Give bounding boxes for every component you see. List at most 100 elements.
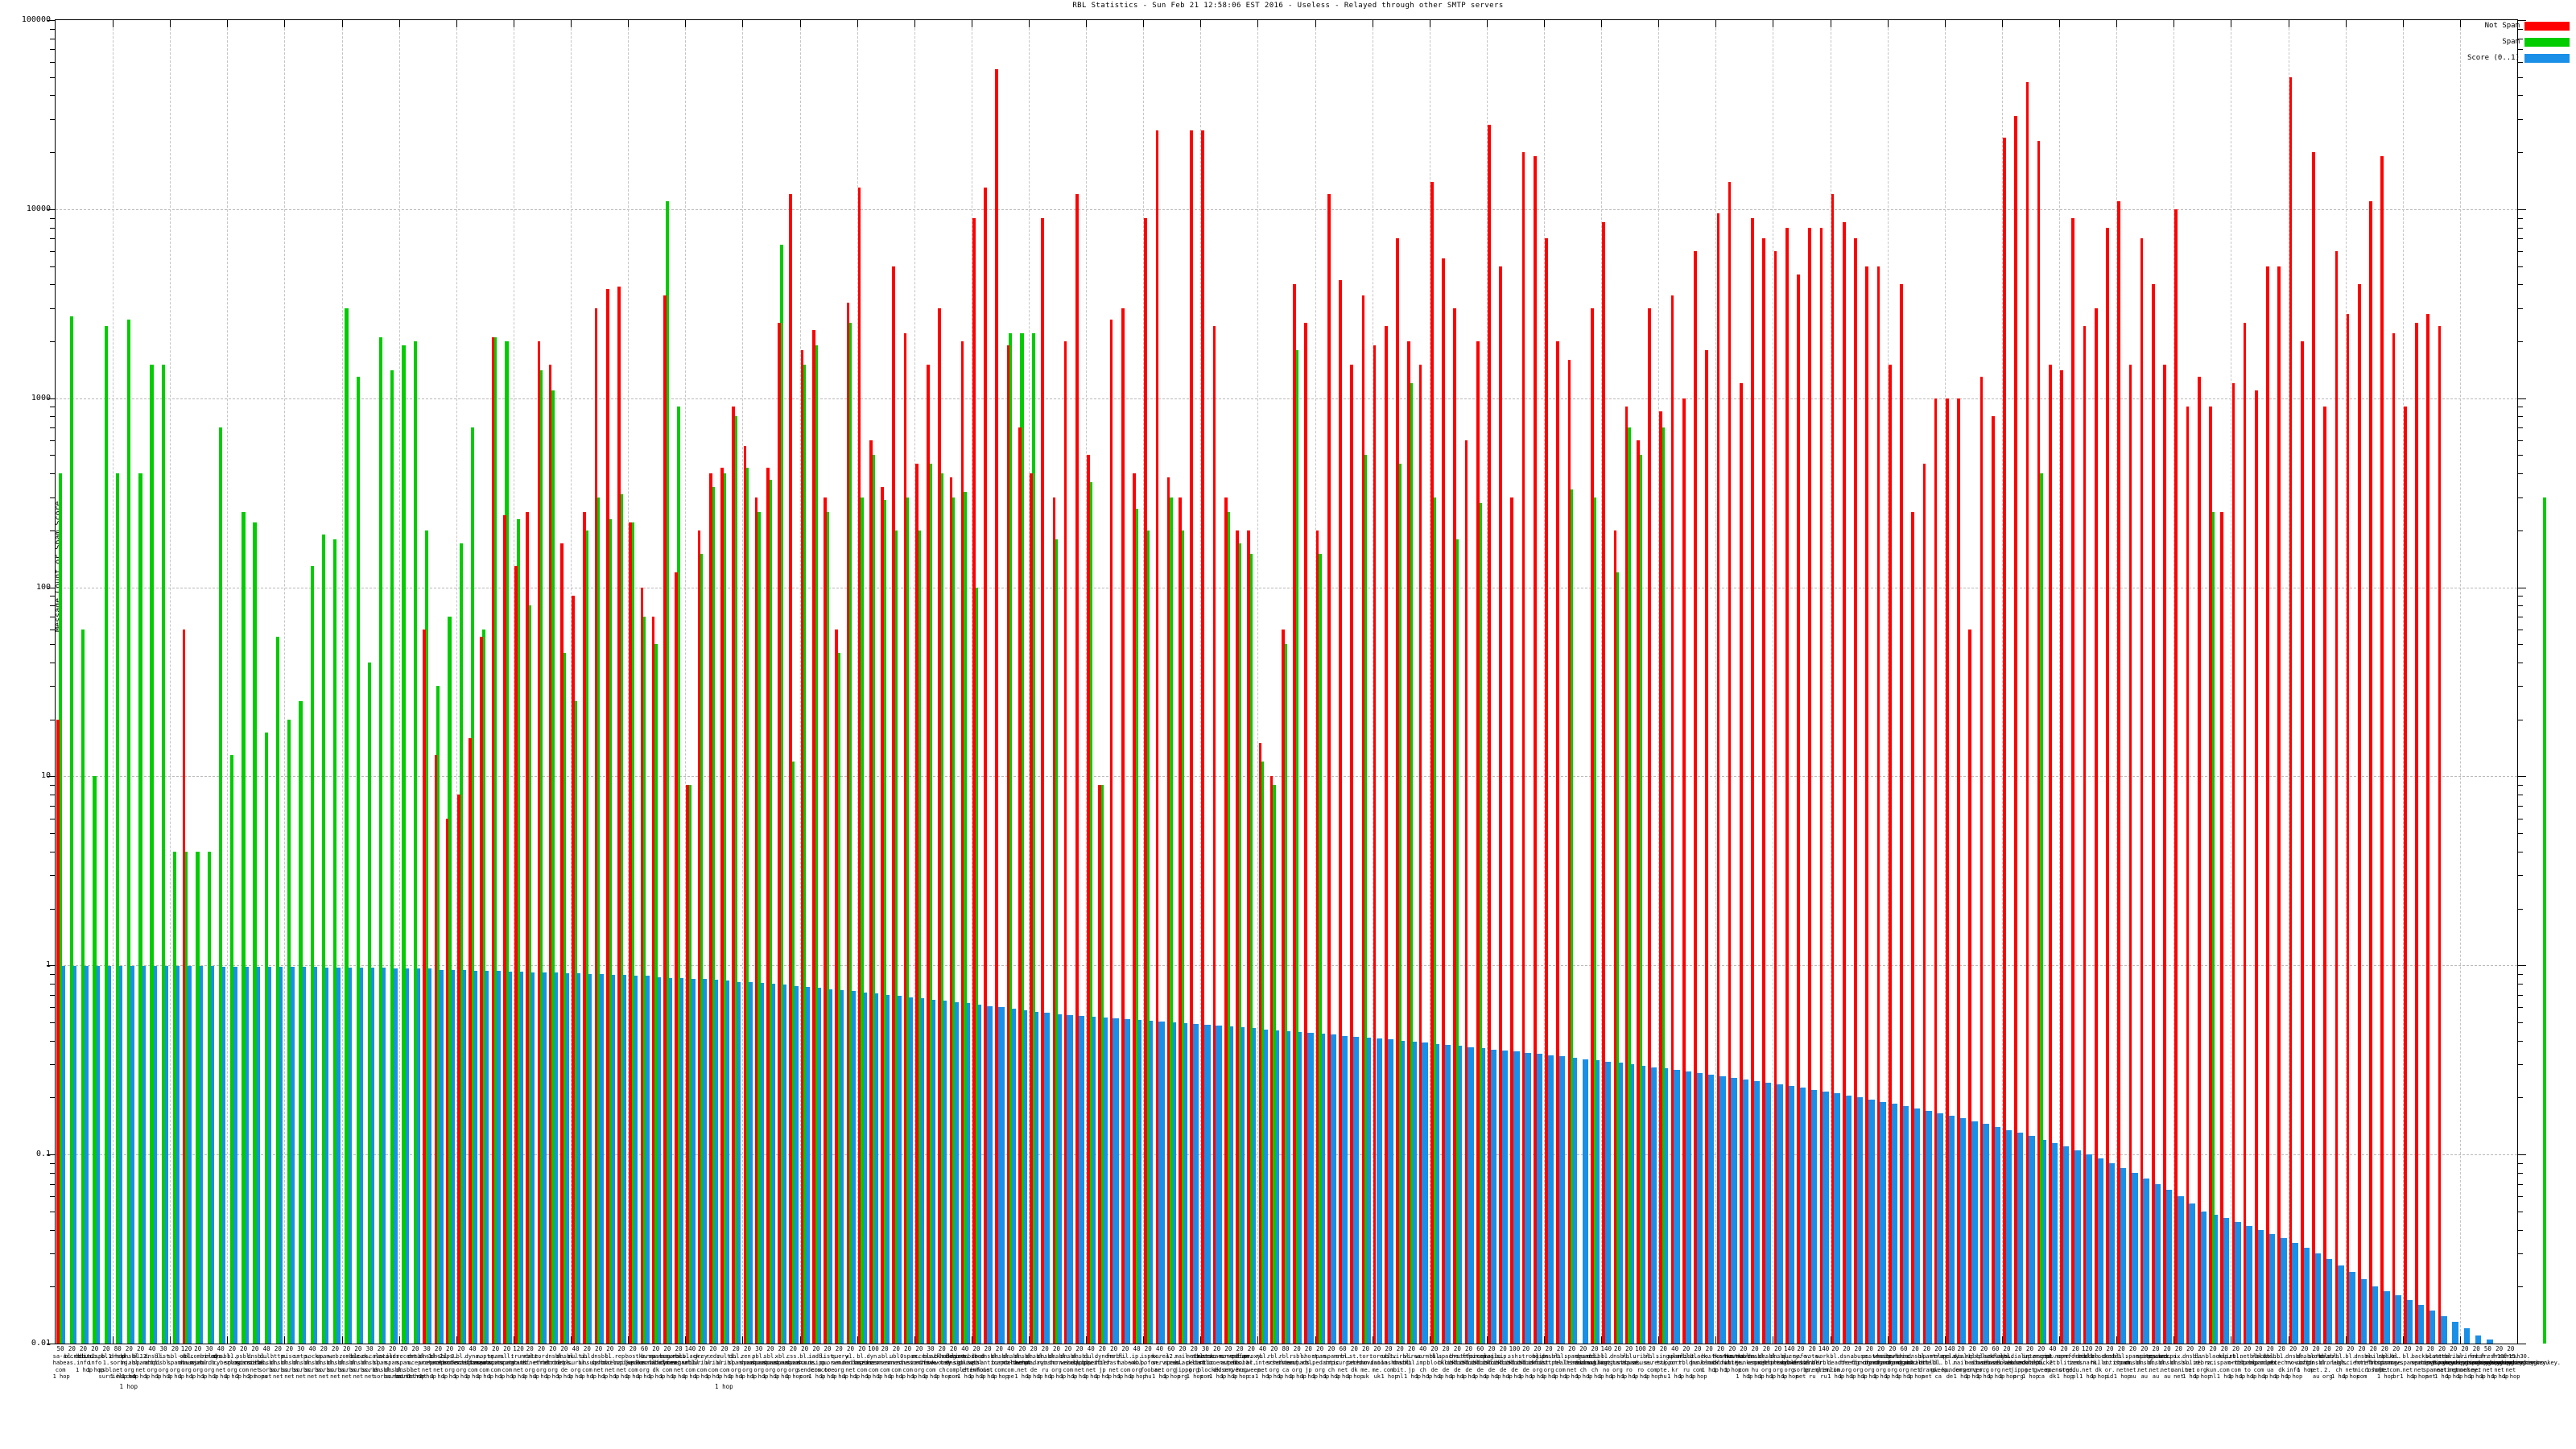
x-tick-label-line: truncate. [510,1352,542,1360]
x-tick-count: 20 [91,1345,99,1352]
x-tick-label-line: wormrbl. [1415,1352,1443,1360]
x-tick-label-line: 1 hop [579,1373,597,1381]
x-tick-label-line: dnsbl. [1026,1352,1046,1360]
x-tick-label: 40 ip. v4bl. org 1 hop [1129,1345,1146,1381]
x-tick-label-line: korea. [1152,1352,1173,1360]
bar-blue [265,967,272,1344]
x-tick-label-line: ru [1809,1373,1816,1381]
x-tick-label-line: net [330,1373,341,1381]
x-tick-label: 60 srn. surgate. net 1 hop [1335,1345,1363,1381]
x-tick-label-line: spamhaus. [751,1360,782,1367]
y-tick-minor-right [2517,1196,2523,1198]
x-tick-label-line: 1 hop [1266,1373,1284,1381]
bar-blue [609,975,615,1344]
x-tick-label-line: 1 hop [568,1373,585,1381]
x-tick-label-line: proxy. [1243,1352,1265,1360]
x-tick-label-line: orbitrbl. [2228,1360,2259,1367]
y-tick-minor [50,1286,56,1288]
x-tick-label-line: iprange. [2376,1360,2405,1367]
x-tick-bottom [1315,1336,1316,1344]
x-tick-label: 20 rbl. orbitrbl. com 1 hop [2228,1345,2259,1381]
bar-blue [2246,1225,2252,1344]
bar-red [2163,365,2166,1344]
x-tick-label-line: gremlin. [1804,1366,1832,1373]
x-tick-label-line: uribl. [716,1360,737,1367]
bar-blue [1501,1050,1509,1344]
x-tick-label-line: drbl. [1815,1360,1834,1367]
x-tick-label-line: bl. [2391,1352,2401,1360]
bar-blue [1834,1093,1840,1344]
bar-red [1991,416,1995,1344]
x-tick-label-line: 1 hop [2457,1373,2475,1381]
x-tick-label-line: org [1188,1366,1199,1373]
x-tick-label-line: redhawk. [911,1360,939,1367]
x-tick-label-line: dnsbl. [2354,1352,2375,1360]
bar-red [1373,345,1377,1344]
x-tick-label-line: net [284,1373,295,1381]
x-tick-label-line: zebra. [2194,1360,2215,1367]
x-tick-label-line: dnsbl. [1071,1352,1092,1360]
x-tick-count: 20 [2186,1345,2194,1352]
bar-red [754,497,758,1344]
y-tick-minor [50,497,56,498]
x-tick-label-line: habeas. [1117,1360,1141,1367]
x-tick-label-line: ro [1625,1366,1633,1373]
x-tick-label-line: bogons. [946,1352,970,1360]
bar-blue [1135,1019,1142,1344]
bar-blue [1593,1060,1600,1344]
x-tick-label-line: 1 hop [2240,1373,2257,1381]
bar-green [527,605,532,1344]
bar-blue [345,968,352,1344]
x-tick-bottom [2059,1336,2061,1344]
y-tick-minor-right [2517,455,2523,456]
x-tick-label-line: 1 hop [1323,1373,1341,1381]
bar-red [1533,156,1537,1344]
x-tick-count: 20 [320,1345,328,1352]
x-tick-count: 20 [2277,1345,2285,1352]
x-tick-label: 20 rbl. choon. net 1 hop [2114,1345,2134,1381]
x-tick-label: 20 ban. zebra. org 1 hop [2194,1345,2215,1381]
bar-green [963,491,967,1344]
x-tick-label-line: l2. [1166,1352,1177,1360]
bar-red [2266,266,2269,1344]
x-tick-label-line: 1 hop [740,1373,758,1381]
bar-green [1055,539,1059,1344]
bar-red [605,288,609,1344]
bar-blue [2268,1233,2276,1344]
x-tick-count: 20 [1385,1345,1393,1352]
grid-line-vertical [170,20,171,1344]
x-tick-label-line: whois. [1873,1352,1894,1360]
bar-red [559,543,564,1344]
y-tick-minor [50,238,56,240]
bar-red [594,308,598,1344]
x-tick-label-line: drbl. [1804,1360,1822,1367]
legend-label: Spam [2502,37,2520,46]
bar-blue [1696,1072,1703,1344]
x-tick-label-line: dnsbl. [304,1360,325,1367]
x-tick-label-line: org [742,1366,753,1373]
legend-item-score-0-1: Score (0..1) [2467,50,2570,66]
x-tick-count: 20 [1728,1345,1736,1352]
x-tick-label-line: uribl. [682,1360,704,1367]
x-tick-label-line: dnsbl. [350,1360,371,1367]
x-tick-label-line: grey. [694,1352,712,1360]
x-tick-label: 20 probes. dnsbl. net. au [2148,1345,2172,1381]
x-tick-label: 20 safe. dnsbl. sorbs. net [1794,1345,1814,1381]
x-tick-count: 20 [1293,1345,1301,1352]
x-tick-count: 40 [2049,1345,2057,1352]
x-tick-label-line: 1 hop [1781,1373,1799,1381]
x-tick-label-line: isipp. [808,1360,829,1367]
grid-line-vertical [2116,20,2118,1344]
x-tick-label-line: relays. [1942,1352,1966,1360]
bar-red [1075,194,1079,1344]
x-tick-top [1028,20,1030,27]
bar-blue [1295,1031,1302,1344]
grid-line-vertical [799,20,801,1344]
x-tick-label-line: services. [1152,1360,1183,1367]
grid-line-vertical [1486,20,1488,1344]
x-tick-label-line: nl [1397,1373,1404,1381]
bar-blue [941,1001,947,1344]
y-tick-minor-right [2517,1162,2523,1164]
x-tick-label-line: drbl. [1919,1360,1937,1367]
